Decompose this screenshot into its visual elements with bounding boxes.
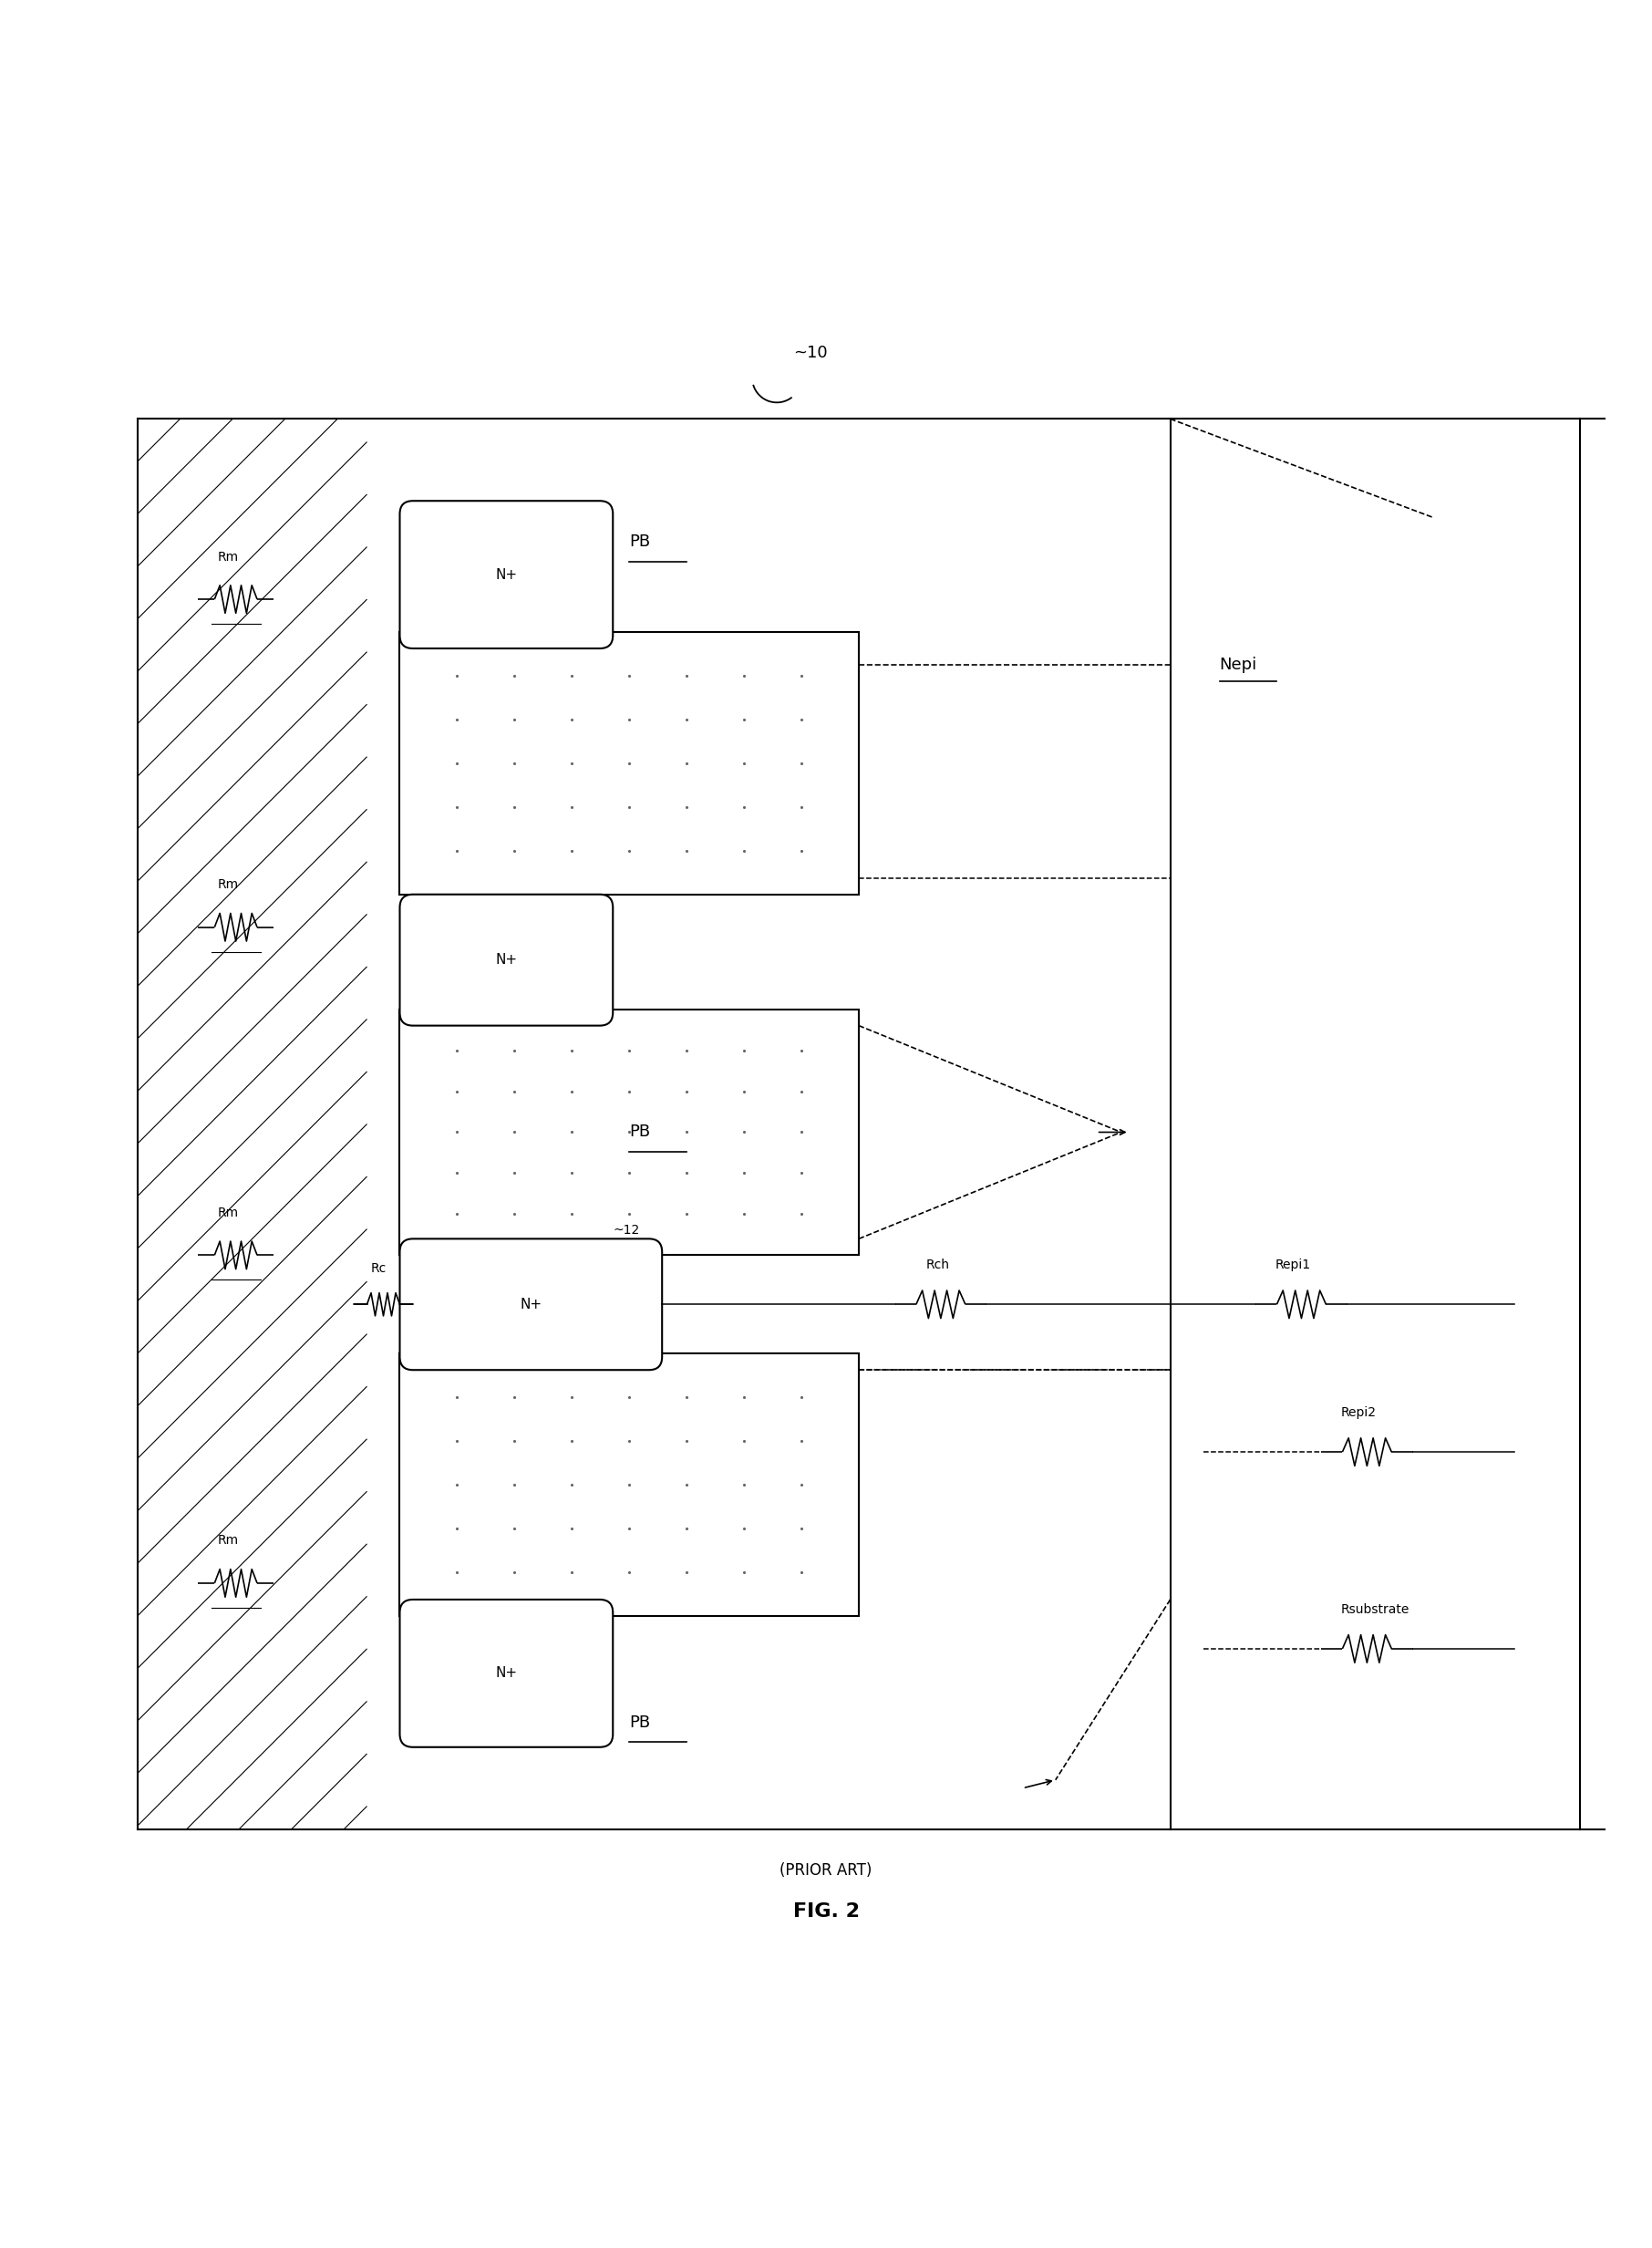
Text: Rm: Rm (216, 1207, 238, 1218)
FancyBboxPatch shape (400, 895, 613, 1025)
Text: Nepi: Nepi (1219, 656, 1257, 672)
FancyBboxPatch shape (400, 501, 613, 647)
Text: Repi2: Repi2 (1341, 1407, 1376, 1418)
Text: PB: PB (629, 1124, 651, 1140)
FancyBboxPatch shape (400, 1601, 613, 1747)
Text: Rm: Rm (216, 1535, 238, 1547)
Text: Rc: Rc (370, 1261, 387, 1275)
Text: ~12: ~12 (613, 1225, 639, 1236)
Bar (400, 1353, 859, 1616)
Text: Rch: Rch (925, 1259, 950, 1272)
Text: N+: N+ (496, 1666, 517, 1679)
Text: Rm: Rm (216, 879, 238, 890)
Text: (PRIOR ART): (PRIOR ART) (780, 1861, 872, 1879)
Text: Repi1: Repi1 (1275, 1259, 1312, 1272)
Text: N+: N+ (496, 569, 517, 582)
Text: N+: N+ (520, 1297, 542, 1311)
Text: Rm: Rm (216, 551, 238, 564)
Bar (400, 1009, 859, 1254)
FancyBboxPatch shape (400, 1239, 662, 1369)
Bar (137, 418, 367, 1830)
Text: ~10: ~10 (793, 346, 828, 362)
Text: PB: PB (629, 533, 651, 551)
Text: N+: N+ (496, 953, 517, 967)
Text: PB: PB (629, 1715, 651, 1731)
Text: Rsubstrate: Rsubstrate (1341, 1603, 1409, 1616)
Bar (400, 632, 859, 895)
Text: FIG. 2: FIG. 2 (793, 1902, 859, 1920)
